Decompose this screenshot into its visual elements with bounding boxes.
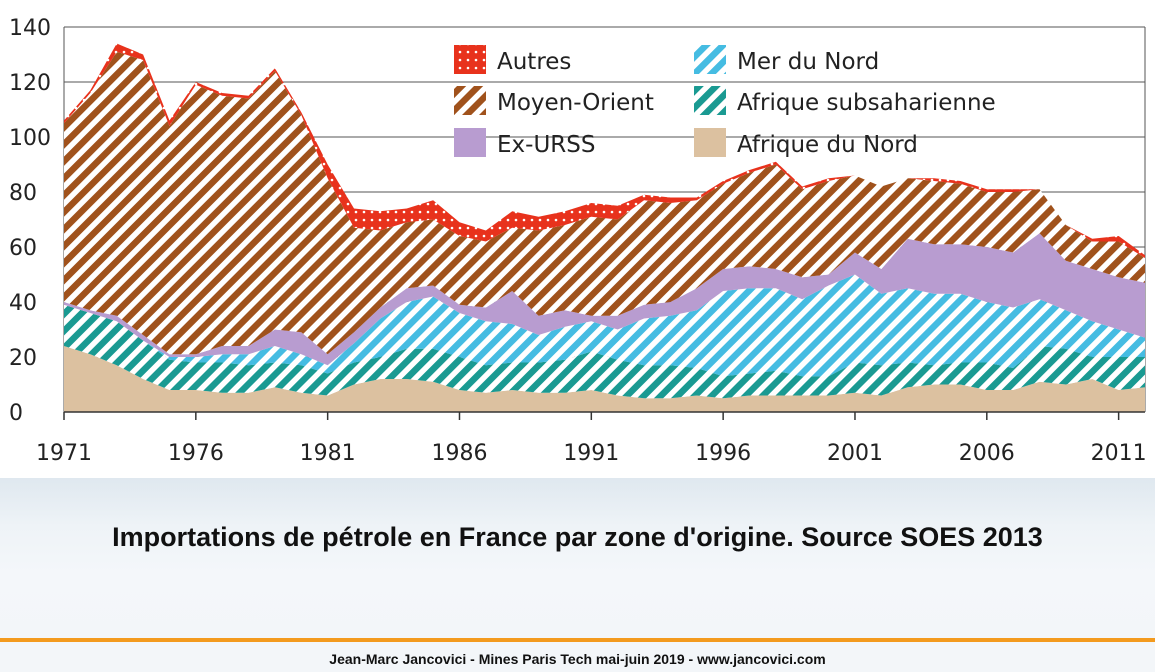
x-tick-label-1986: 1986 bbox=[431, 441, 487, 466]
legend-label-autres: Autres bbox=[497, 49, 571, 75]
legend-label-afrique-du-nord: Afrique du Nord bbox=[737, 132, 918, 158]
y-tick-label-140: 140 bbox=[9, 16, 51, 41]
x-tick-label-1996: 1996 bbox=[695, 441, 751, 466]
x-tick-label-2006: 2006 bbox=[959, 441, 1015, 466]
series-area-afrique-du-nord bbox=[64, 346, 1145, 412]
x-tick-label-1976: 1976 bbox=[168, 441, 224, 466]
footer-divider bbox=[0, 638, 1155, 642]
x-tick-label-2001: 2001 bbox=[827, 441, 883, 466]
series-area-autres bbox=[64, 43, 1145, 258]
legend-swatch-ex-urss bbox=[454, 128, 486, 157]
chart-caption: Importations de pétrole en France par zo… bbox=[112, 522, 1043, 552]
legend-swatch-moyen-orient bbox=[454, 86, 486, 115]
legend-swatch-autres bbox=[454, 45, 486, 74]
x-tick-label-2011: 2011 bbox=[1091, 441, 1147, 466]
y-tick-label-0: 0 bbox=[9, 401, 23, 426]
y-tick-label-40: 40 bbox=[9, 291, 37, 316]
y-tick-label-120: 120 bbox=[9, 71, 51, 96]
legend-label-mer-du-nord: Mer du Nord bbox=[737, 49, 879, 75]
y-tick-label-100: 100 bbox=[9, 126, 51, 151]
chart-area: 1971 1976 1981 1986 1991 1996 2001 2006 2011 0 20 4… bbox=[9, 16, 1147, 466]
legend-swatch-mer-du-nord bbox=[694, 45, 726, 74]
footer-credit: Jean-Marc Jancovici - Mines Paris Tech m… bbox=[329, 651, 826, 667]
y-tick-label-60: 60 bbox=[9, 236, 37, 261]
legend-label-moyen-orient: Moyen-Orient bbox=[497, 90, 654, 116]
y-tick-label-80: 80 bbox=[9, 181, 37, 206]
x-tick-label-1981: 1981 bbox=[300, 441, 356, 466]
x-tick-label-1991: 1991 bbox=[563, 441, 619, 466]
legend-label-afrique-subsaharienne: Afrique subsaharienne bbox=[737, 90, 996, 116]
series-area-moyen-orient bbox=[64, 51, 1145, 355]
legend-label-ex-urss: Ex-URSS bbox=[497, 132, 595, 158]
x-tick-label-1971: 1971 bbox=[36, 441, 92, 466]
caption-panel bbox=[0, 478, 1155, 638]
y-tick-label-20: 20 bbox=[9, 346, 37, 371]
series-area-afrique-subsaharienne bbox=[64, 304, 1145, 399]
legend-swatch-afrique-subsaharienne bbox=[694, 86, 726, 115]
chart-svg: 1971 1976 1981 1986 1991 1996 2001 2006 2011 0 20 4… bbox=[9, 16, 1147, 466]
legend-swatch-afrique-du-nord bbox=[694, 128, 726, 157]
footer-panel bbox=[0, 642, 1155, 672]
series-area-ex-urss bbox=[64, 233, 1145, 366]
